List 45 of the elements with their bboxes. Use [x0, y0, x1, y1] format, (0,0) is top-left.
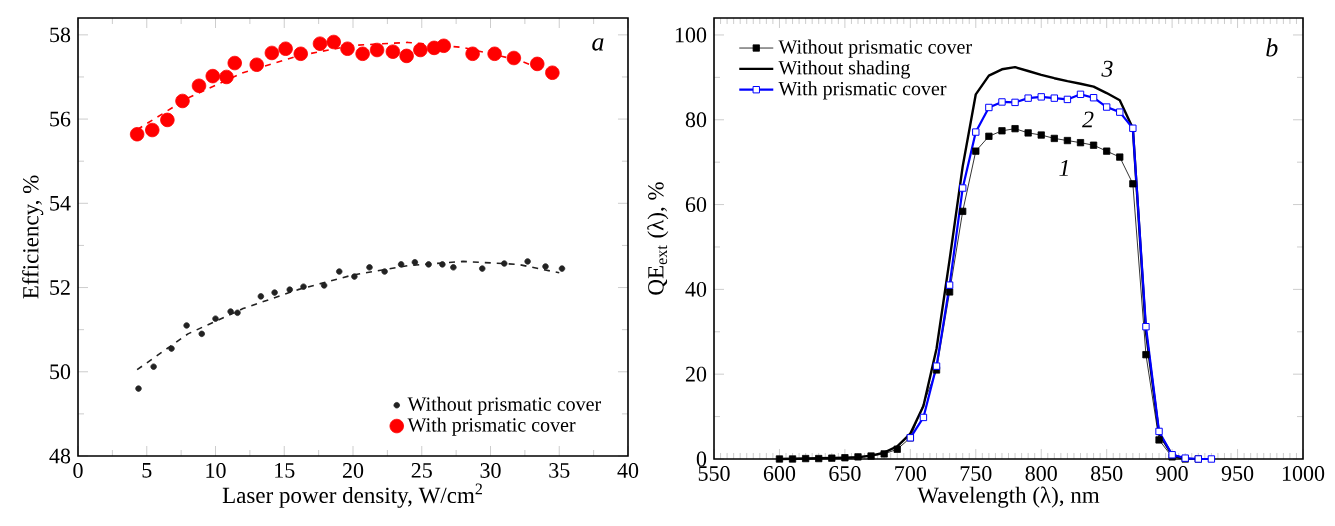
x-tick-label: 0	[73, 463, 83, 478]
x-tick-label: 25	[411, 463, 432, 478]
x-tick-label: 20	[342, 463, 364, 478]
x-tick-label: 800	[1025, 466, 1057, 481]
legend-label: Without shading	[778, 60, 911, 79]
y-tick-label: 56	[50, 111, 71, 127]
x-axis-title: Wavelength (λ), nm	[917, 486, 1100, 508]
x-tick-label: 30	[480, 463, 501, 478]
y-tick-label: 20	[685, 366, 707, 382]
y-tick-label: 58	[50, 27, 71, 43]
y-tick-label: 80	[685, 112, 707, 128]
x-tick-label: 35	[549, 463, 570, 478]
y-tick-label: 60	[685, 197, 707, 212]
y-tick-label: 52	[50, 280, 70, 295]
x-tick-label: 950	[1221, 466, 1254, 481]
legend-label: With prismatic cover	[778, 81, 947, 100]
x-tick-label: 900	[1156, 466, 1188, 481]
annotation: 1	[1059, 160, 1068, 176]
y-tick-label: 100	[675, 27, 707, 43]
annotation: 3	[1101, 60, 1113, 77]
y-axis-title: Efficiency, %	[22, 175, 44, 299]
x-tick-label: 700	[895, 466, 926, 481]
x-tick-label: 650	[829, 466, 861, 481]
legend-label: Without prismatic cover	[778, 39, 972, 58]
x-tick-label: 600	[763, 466, 796, 481]
x-tick-label: 40	[617, 463, 639, 478]
y-tick-label: 0	[696, 451, 707, 467]
legend-label: Without prismatic cover	[407, 396, 602, 415]
x-tick-label: 5	[142, 463, 152, 478]
y-tick-label: 54	[50, 195, 71, 211]
x-tick-label: 15	[275, 463, 295, 478]
x-axis-title: Laser power density, W/cm$^{2}$	[222, 483, 482, 508]
annotation: 2	[1082, 111, 1094, 128]
y-tick-label: 50	[50, 364, 71, 380]
y-tick-label: 48	[49, 448, 71, 464]
annotation: a	[592, 38, 604, 51]
legend-label: With prismatic cover	[407, 417, 576, 436]
x-tick-label: 1000	[1282, 466, 1325, 481]
y-axis-title: QE$_{ext}$ (λ), %	[647, 182, 669, 295]
x-tick-label: 550	[698, 466, 730, 481]
x-tick-label: 750	[960, 466, 992, 481]
x-tick-label: 10	[206, 463, 226, 478]
x-tick-label: 850	[1091, 466, 1123, 481]
y-tick-label: 40	[685, 281, 707, 297]
annotation: b	[1266, 38, 1278, 57]
